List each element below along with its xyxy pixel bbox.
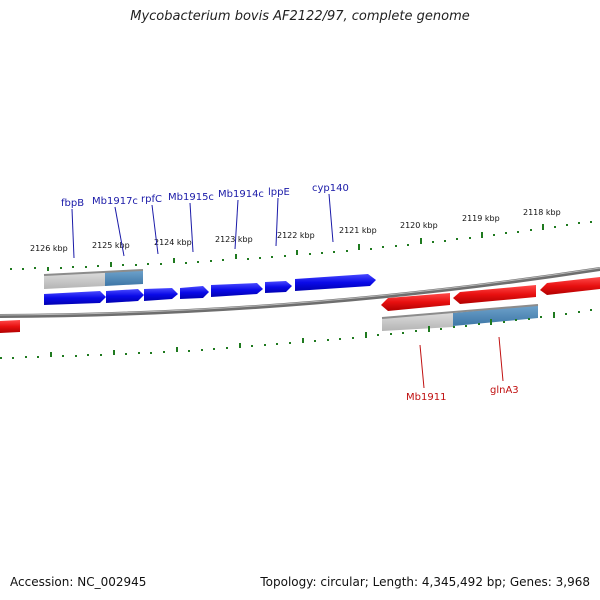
gene-arrow-lppe[interactable] xyxy=(265,281,292,293)
forward-label-lines xyxy=(71,193,334,259)
gene-arrow-left-edge[interactable] xyxy=(0,320,20,333)
tick-label: 2122 kbp xyxy=(277,231,315,240)
gene-label-mb1917c[interactable]: Mb1917c xyxy=(92,196,138,207)
tick-label: 2126 kbp xyxy=(30,244,68,253)
tick-label: 2125 kbp xyxy=(92,241,130,250)
tick-label: 2124 kbp xyxy=(154,238,192,247)
gene-arrow-mb1914c[interactable] xyxy=(211,283,263,297)
gene-arrow-mb1911[interactable] xyxy=(381,293,450,311)
gene-label-cyp140[interactable]: cyp140 xyxy=(312,183,349,194)
genome-summary-text: Topology: circular; Length: 4,345,492 bp… xyxy=(260,575,590,589)
tick-label: 2121 kbp xyxy=(339,226,377,235)
lower-scale-ruler xyxy=(0,309,592,359)
gene-label-mb1911[interactable]: Mb1911 xyxy=(406,392,446,403)
gene-label-rpfc[interactable]: rpfC xyxy=(141,194,162,205)
tick-label: 2118 kbp xyxy=(523,208,561,217)
genome-backbone xyxy=(0,267,600,318)
forward-gene-labels: fbpB Mb1917c rpfC Mb1915c Mb1914c lppE c… xyxy=(61,183,349,209)
tick-label: 2119 kbp xyxy=(462,214,500,223)
reverse-genes xyxy=(0,277,600,333)
tick-label: 2123 kbp xyxy=(215,235,253,244)
forward-genes xyxy=(44,274,376,305)
gene-label-fbpb[interactable]: fbpB xyxy=(61,198,84,209)
gene-label-mb1914c[interactable]: Mb1914c xyxy=(218,189,264,200)
gene-arrow-cyp140[interactable] xyxy=(295,274,376,291)
gene-arrow-glna3[interactable] xyxy=(453,285,536,304)
highlight-bar-forward xyxy=(43,269,144,289)
gene-arrow-rpfc[interactable] xyxy=(144,288,178,301)
gene-arrow-next[interactable] xyxy=(540,277,600,295)
upper-scale-ruler xyxy=(10,221,592,271)
tick-label: 2120 kbp xyxy=(400,221,438,230)
map-title: Mycobacterium bovis AF2122/97, complete … xyxy=(130,9,470,24)
scale-tick-labels: 2126 kbp 2125 kbp 2124 kbp 2123 kbp 2122… xyxy=(30,208,561,253)
gene-arrow-mb1915c[interactable] xyxy=(180,286,209,299)
accession-text: Accession: NC_002945 xyxy=(10,575,147,589)
reverse-label-lines xyxy=(419,336,504,389)
gene-label-glna3[interactable]: glnA3 xyxy=(490,385,519,396)
highlight-bar-reverse xyxy=(381,304,539,331)
reverse-gene-labels: Mb1911 glnA3 xyxy=(406,385,519,403)
gene-arrow-fbpb[interactable] xyxy=(44,291,106,305)
gene-arrow-mb1917c[interactable] xyxy=(106,289,144,303)
gene-label-lppe[interactable]: lppE xyxy=(268,187,290,198)
gene-label-mb1915c[interactable]: Mb1915c xyxy=(168,192,214,203)
